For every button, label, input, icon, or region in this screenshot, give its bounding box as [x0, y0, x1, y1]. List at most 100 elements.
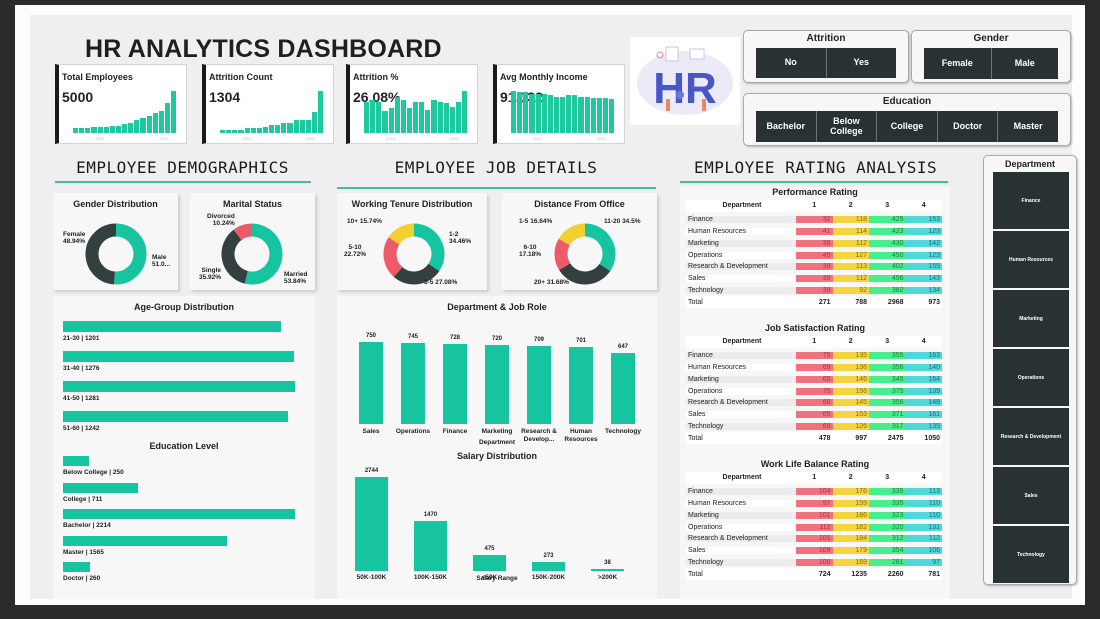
- bar[interactable]: [63, 482, 138, 493]
- column-header[interactable]: 2: [848, 338, 853, 346]
- department-option-marketing[interactable]: Marketing: [993, 290, 1069, 347]
- column-header[interactable]: 4: [921, 474, 926, 482]
- slicer-option-below-college[interactable]: Below College: [816, 111, 878, 142]
- bar[interactable]: [63, 456, 90, 466]
- column-header[interactable]: Department: [722, 338, 762, 346]
- matrix-row[interactable]: Sales 65 153 371 161: [686, 409, 942, 421]
- bar-value-label: 720: [491, 336, 502, 343]
- bar[interactable]: [359, 342, 383, 424]
- bar[interactable]: [63, 411, 288, 422]
- slicer-option-college[interactable]: College: [877, 111, 938, 142]
- donut-slice[interactable]: [558, 223, 586, 246]
- department-option-finance[interactable]: Finance: [993, 172, 1069, 229]
- matrix-row[interactable]: Technology 69 126 317 135: [686, 421, 942, 433]
- distance-donut-chart[interactable]: [554, 223, 616, 285]
- bar[interactable]: [443, 344, 467, 424]
- kpi-card[interactable]: Attrition Count 1304 2018 2023: [202, 64, 334, 144]
- donut-slice[interactable]: [413, 223, 445, 272]
- matrix-row[interactable]: Sales 39 112 456 143: [686, 273, 942, 285]
- matrix-row[interactable]: Marketing 101 186 323 110: [686, 509, 942, 521]
- bar-category-label: Finance: [442, 428, 468, 435]
- bar[interactable]: [355, 477, 388, 571]
- matrix-row[interactable]: Human Resources 69 136 356 140: [686, 362, 942, 374]
- bar[interactable]: [401, 342, 425, 424]
- bar[interactable]: [473, 554, 506, 571]
- column-header[interactable]: Department: [722, 474, 762, 482]
- bar[interactable]: [611, 353, 635, 424]
- donut-slice[interactable]: [584, 223, 616, 272]
- donut-slice[interactable]: [388, 223, 415, 245]
- bar[interactable]: [527, 346, 551, 424]
- donut-slice[interactable]: [233, 223, 253, 241]
- bar[interactable]: [63, 562, 91, 572]
- donut-slice[interactable]: [559, 262, 611, 285]
- bar[interactable]: [63, 321, 281, 332]
- column-header[interactable]: 1: [812, 474, 817, 482]
- column-header[interactable]: 2: [848, 202, 853, 210]
- slicer-option-female[interactable]: Female: [924, 48, 992, 79]
- column-header[interactable]: 1: [812, 338, 817, 346]
- column-header[interactable]: 2: [848, 474, 853, 482]
- donut-slice[interactable]: [383, 237, 403, 277]
- matrix-row[interactable]: Technology 39 92 382 134: [686, 285, 942, 297]
- page-title: HR ANALYTICS DASHBOARD: [85, 35, 442, 63]
- spark-bar: [517, 92, 523, 133]
- column-header[interactable]: 3: [885, 202, 890, 210]
- matrix-row[interactable]: Operations 75 156 375 139: [686, 385, 942, 397]
- column-header[interactable]: 1: [812, 202, 817, 210]
- matrix-row[interactable]: Marketing 36 112 430 142: [686, 237, 942, 249]
- kpi-card[interactable]: Total Employees 5000 2020 2023: [55, 64, 187, 144]
- gender-donut-chart[interactable]: [85, 223, 147, 285]
- matrix-row[interactable]: Research & Development 39 113 402 155: [686, 261, 942, 273]
- total-label: Total: [688, 434, 703, 442]
- bar[interactable]: [532, 561, 565, 571]
- kpi-card[interactable]: Attrition % 26.08% 2018 2020: [346, 64, 478, 144]
- bar[interactable]: [414, 520, 447, 571]
- column-header[interactable]: 3: [885, 474, 890, 482]
- slicer-option-male[interactable]: Male: [991, 48, 1058, 79]
- bar[interactable]: [63, 535, 227, 546]
- slicer-option-doctor[interactable]: Doctor: [937, 111, 999, 142]
- matrix-row[interactable]: Finance 32 118 425 153: [686, 214, 942, 226]
- donut-slice[interactable]: [554, 238, 571, 271]
- matrix-row[interactable]: Operations 112 182 320 131: [686, 521, 942, 533]
- bar[interactable]: [63, 381, 295, 392]
- donut-slice[interactable]: [244, 223, 283, 285]
- matrix-title: Work Life Balance Rating: [760, 459, 870, 469]
- matrix-row[interactable]: Finance 104 176 335 113: [686, 486, 942, 498]
- donut-slice[interactable]: [221, 229, 249, 284]
- bar[interactable]: [569, 347, 593, 424]
- department-option-human-resources[interactable]: Human Resources: [993, 231, 1069, 288]
- bar[interactable]: [63, 509, 295, 519]
- matrix-row[interactable]: Sales 109 179 354 106: [686, 545, 942, 557]
- matrix-row[interactable]: Research & Development 60 145 356 148: [686, 397, 942, 409]
- department-option-operations[interactable]: Operations: [993, 349, 1069, 406]
- slicer-option-master[interactable]: Master: [998, 111, 1058, 142]
- column-header[interactable]: 4: [921, 338, 926, 346]
- slicer-option-bachelor[interactable]: Bachelor: [756, 111, 817, 142]
- donut-slice[interactable]: [393, 263, 440, 285]
- column-header[interactable]: 3: [885, 338, 890, 346]
- matrix-row[interactable]: Technology 100 169 281 97: [686, 557, 942, 569]
- department-option-technology[interactable]: Technology: [993, 526, 1069, 583]
- matrix-row[interactable]: Research & Development 101 184 312 112: [686, 533, 942, 545]
- matrix-row[interactable]: Finance 75 135 355 163: [686, 350, 942, 362]
- matrix-row[interactable]: Human Resources 97 159 335 110: [686, 498, 942, 510]
- slicer-option-yes[interactable]: Yes: [826, 48, 896, 78]
- matrix-row[interactable]: Operations 45 127 450 123: [686, 249, 942, 261]
- marital-donut-chart[interactable]: [221, 223, 283, 285]
- donut-slice[interactable]: [85, 223, 117, 285]
- matrix-row[interactable]: Marketing 65 146 345 164: [686, 373, 942, 385]
- bar[interactable]: [485, 345, 509, 424]
- tenure-donut-chart[interactable]: [383, 223, 445, 285]
- column-header[interactable]: 4: [921, 202, 926, 210]
- bar[interactable]: [63, 351, 295, 362]
- slicer-option-no[interactable]: No: [756, 48, 827, 78]
- donut-slice[interactable]: [113, 223, 147, 285]
- column-header[interactable]: Department: [722, 202, 762, 210]
- department-option-research-development[interactable]: Research & Development: [993, 408, 1069, 465]
- bar[interactable]: [591, 569, 624, 571]
- department-option-sales[interactable]: Sales: [993, 467, 1069, 524]
- kpi-card[interactable]: Avg Monthly Income91,13220182022: [493, 64, 625, 144]
- matrix-row[interactable]: Human Resources 41 114 423 123: [686, 226, 942, 238]
